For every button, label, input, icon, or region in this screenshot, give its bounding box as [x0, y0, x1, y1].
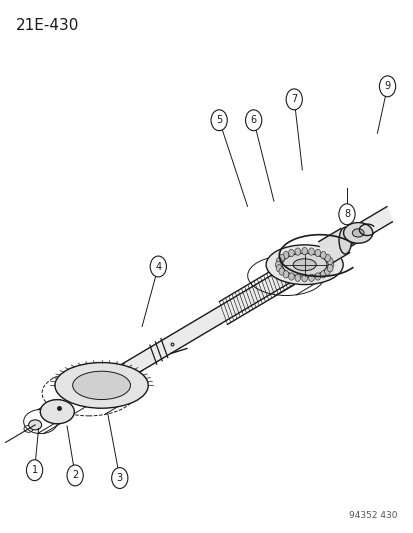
Text: 8: 8: [343, 209, 349, 219]
Circle shape: [327, 264, 332, 272]
Ellipse shape: [266, 245, 342, 285]
Circle shape: [288, 273, 294, 280]
Circle shape: [278, 254, 284, 262]
Circle shape: [282, 252, 288, 259]
Circle shape: [245, 110, 261, 131]
Text: 2: 2: [72, 471, 78, 480]
Ellipse shape: [292, 259, 316, 271]
Circle shape: [26, 460, 43, 481]
Ellipse shape: [351, 229, 363, 237]
Circle shape: [211, 110, 227, 131]
Circle shape: [338, 204, 354, 225]
Circle shape: [308, 274, 313, 281]
Circle shape: [324, 254, 330, 262]
Circle shape: [308, 248, 313, 255]
Circle shape: [301, 274, 307, 282]
Text: 5: 5: [216, 115, 222, 125]
Circle shape: [150, 256, 166, 277]
Text: 7: 7: [290, 94, 297, 104]
Circle shape: [285, 89, 301, 110]
Circle shape: [278, 268, 284, 275]
Text: 1: 1: [31, 465, 38, 475]
Circle shape: [320, 252, 325, 259]
Text: 9: 9: [384, 82, 389, 91]
Text: 3: 3: [116, 473, 123, 483]
Ellipse shape: [55, 362, 148, 408]
Ellipse shape: [282, 253, 326, 276]
Circle shape: [112, 467, 128, 488]
Text: 4: 4: [155, 262, 161, 271]
Circle shape: [294, 248, 300, 255]
Circle shape: [288, 249, 294, 256]
Circle shape: [275, 264, 281, 272]
Ellipse shape: [40, 400, 74, 424]
Polygon shape: [88, 207, 392, 400]
Circle shape: [275, 261, 280, 269]
Circle shape: [275, 257, 281, 265]
Ellipse shape: [28, 420, 42, 430]
Circle shape: [314, 249, 320, 256]
Polygon shape: [318, 229, 349, 266]
Ellipse shape: [338, 227, 351, 254]
Circle shape: [294, 274, 300, 281]
Ellipse shape: [73, 371, 130, 400]
Circle shape: [378, 76, 395, 97]
Circle shape: [324, 268, 330, 275]
Ellipse shape: [343, 223, 372, 243]
Text: 94352 430: 94352 430: [348, 511, 397, 520]
Circle shape: [282, 271, 288, 278]
Circle shape: [328, 261, 333, 269]
Circle shape: [320, 271, 325, 278]
Text: 6: 6: [250, 115, 256, 125]
Circle shape: [314, 273, 320, 280]
Circle shape: [67, 465, 83, 486]
Circle shape: [301, 247, 307, 255]
Circle shape: [327, 257, 332, 265]
Text: 21E-430: 21E-430: [16, 19, 79, 34]
